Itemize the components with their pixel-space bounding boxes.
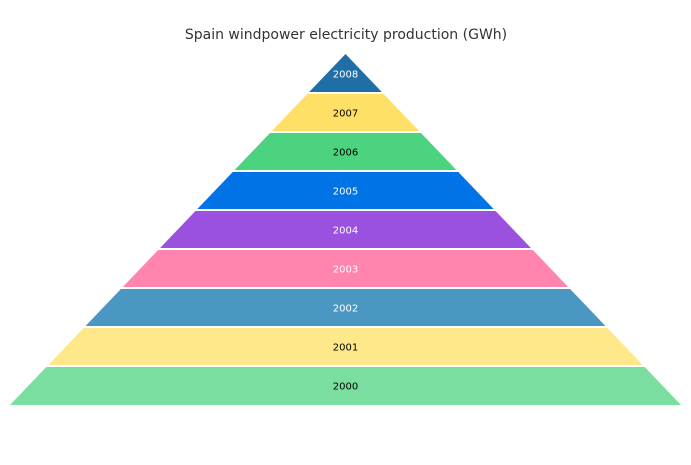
segment-label: 2007 — [333, 109, 358, 120]
pyramid-segment — [271, 94, 420, 131]
segment-label: 2003 — [333, 265, 358, 276]
segment-label: 2000 — [333, 382, 358, 393]
pyramid-segment — [160, 211, 531, 248]
segment-label: 2008 — [333, 70, 358, 81]
segment-label: 2004 — [333, 226, 358, 237]
pyramid-segment — [234, 133, 457, 170]
pyramid-segment — [10, 367, 681, 405]
pyramid-segment — [85, 289, 606, 326]
pyramid-segment — [48, 328, 643, 365]
segment-label: 2005 — [333, 187, 358, 198]
segment-label: 2001 — [333, 343, 358, 354]
pyramid-segment — [309, 54, 382, 92]
segment-label: 2006 — [333, 148, 358, 159]
segment-label: 2002 — [333, 304, 358, 315]
chart-title: Spain windpower electricity production (… — [185, 27, 507, 43]
pyramid-segment — [122, 250, 569, 287]
pyramid-segment — [197, 172, 494, 209]
